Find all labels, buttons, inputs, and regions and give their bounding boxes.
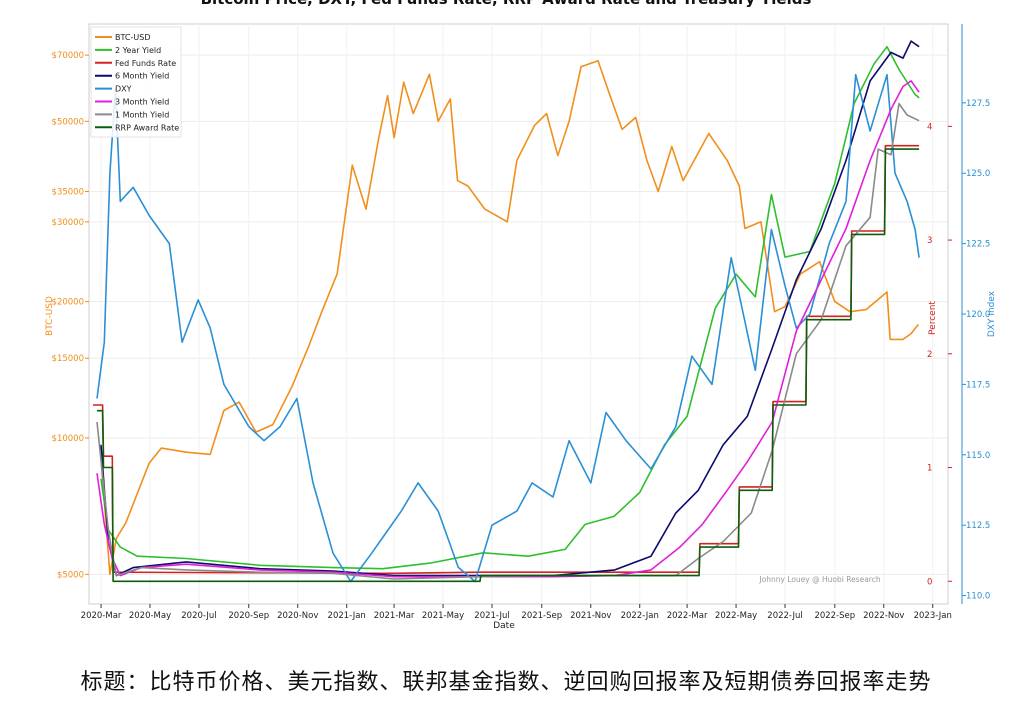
legend-label-6-month-yield: 6 Month Yield xyxy=(115,72,169,81)
dxy-tick-label: 112.5 xyxy=(966,521,990,531)
dxy-tick-label: 117.5 xyxy=(966,380,990,390)
x-tick-label: 2020-May xyxy=(129,611,171,621)
x-tick-label: 2022-Sep xyxy=(814,611,855,621)
legend-label-btc-usd: BTC-USD xyxy=(115,33,150,42)
chart-canvas: Bitcoin Price, DXY, Fed Funds Rate, RRP … xyxy=(45,0,997,631)
x-tick-label: 2022-May xyxy=(715,611,757,621)
x-tick-label: 2020-Nov xyxy=(277,611,318,621)
legend-label-fed-funds-rate: Fed Funds Rate xyxy=(115,59,176,68)
x-tick-label: 2023-Jan xyxy=(914,611,952,621)
btc-axis-label: BTC-USD xyxy=(45,296,55,336)
dxy-axis-label: DXY Index xyxy=(987,290,997,337)
btc-tick-label: $35000 xyxy=(52,187,84,197)
watermark: Johnny Louey @ Huobi Research xyxy=(758,575,880,584)
x-tick-label: 2020-Jul xyxy=(181,611,216,621)
x-tick-label: 2021-Nov xyxy=(570,611,611,621)
x-tick-label: 2021-Mar xyxy=(374,611,415,621)
x-tick-label: 2020-Mar xyxy=(81,611,122,621)
btc-tick-label: $5000 xyxy=(57,570,84,580)
plot-area xyxy=(88,23,949,605)
series-line-1-month-yield xyxy=(96,102,920,580)
dxy-tick-label: 110.0 xyxy=(966,592,990,602)
x-tick-label: 2021-Jul xyxy=(474,611,509,621)
series-line-6-month-yield xyxy=(100,40,920,577)
series-line-btc-usd xyxy=(100,60,919,576)
x-axis-label: Date xyxy=(493,621,515,631)
x-tick-label: 2021-May xyxy=(422,611,464,621)
percent-tick-label: 4 xyxy=(927,122,932,132)
series-line-rrp-award-rate xyxy=(97,148,920,583)
btc-tick-label: $10000 xyxy=(52,434,84,444)
btc-tick-label: $70000 xyxy=(52,51,84,61)
percent-axis-label: Percent xyxy=(928,301,938,335)
btc-tick-label: $15000 xyxy=(52,354,84,364)
dxy-tick-label: 120.0 xyxy=(966,310,990,320)
legend-label-2-year-yield: 2 Year Yield xyxy=(115,46,161,55)
x-tick-label: 2020-Sep xyxy=(228,611,269,621)
x-tick-label: 2022-Jan xyxy=(621,611,659,621)
chart-title: Bitcoin Price, DXY, Fed Funds Rate, RRP … xyxy=(201,0,812,8)
x-tick-label: 2022-Mar xyxy=(667,611,708,621)
btc-tick-label: $30000 xyxy=(52,218,84,228)
dxy-tick-label: 127.5 xyxy=(966,99,990,109)
dxy-tick-label: 122.5 xyxy=(966,240,990,250)
series-line-3-month-yield xyxy=(96,80,920,578)
x-tick-label: 2022-Nov xyxy=(863,611,904,621)
legend-box xyxy=(90,26,182,138)
percent-tick-label: 2 xyxy=(927,350,932,360)
x-tick-label: 2022-Jul xyxy=(767,611,802,621)
btc-tick-label: $50000 xyxy=(52,117,84,127)
chart-caption: 标题：比特币价格、美元指数、联邦基金指数、逆回购回报率及短期债券回报率走势 xyxy=(80,670,932,695)
x-tick-label: 2021-Sep xyxy=(521,611,562,621)
legend-label-3-month-yield: 3 Month Yield xyxy=(115,98,169,107)
legend-label-dxy: DXY xyxy=(115,85,132,94)
percent-tick-label: 3 xyxy=(927,236,932,246)
btc-tick-label: $20000 xyxy=(52,298,84,308)
legend-label-rrp-award-rate: RRP Award Rate xyxy=(115,123,179,132)
percent-tick-label: 0 xyxy=(927,577,932,587)
dxy-tick-label: 125.0 xyxy=(966,169,990,179)
dxy-tick-label: 115.0 xyxy=(966,451,990,461)
x-tick-label: 2021-Jan xyxy=(328,611,366,621)
series-line-2-year-yield xyxy=(100,45,920,570)
percent-tick-label: 1 xyxy=(927,464,932,474)
legend-label-1-month-yield: 1 Month Yield xyxy=(115,110,169,119)
